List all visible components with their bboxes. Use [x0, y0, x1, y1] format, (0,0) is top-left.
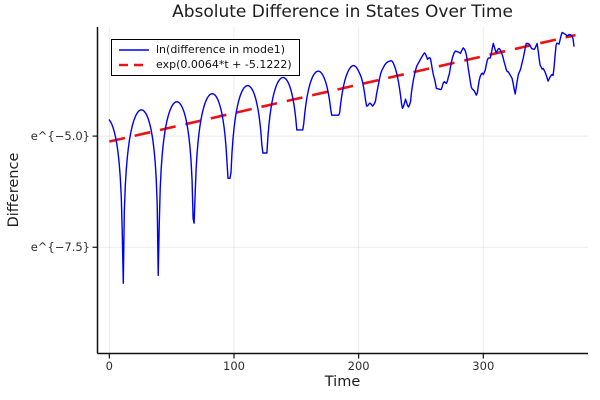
chart-title: Absolute Difference in States Over Time	[172, 2, 513, 22]
x-tick-label: 300	[472, 359, 495, 373]
legend-label: exp(0.0064*t + -5.1222)	[156, 58, 292, 71]
ln-difference-series-path	[108, 31, 575, 284]
x-axis-label: Time	[324, 374, 361, 390]
x-tick-label: 0	[105, 359, 113, 373]
x-tick-label: 100	[223, 359, 245, 373]
legend-label: ln(difference in mode1)	[156, 43, 286, 56]
legend: ln(difference in mode1) exp(0.0064*t + -…	[111, 39, 300, 76]
y-tick-label: e^{−7.5}	[30, 240, 90, 255]
x-tick-label: 200	[347, 359, 370, 373]
y-tick-label: e^{−5.0}	[30, 129, 90, 144]
legend-entry-ln-difference: ln(difference in mode1)	[117, 42, 292, 57]
legend-entry-exp-fit: exp(0.0064*t + -5.1222)	[117, 57, 292, 72]
legend-line-sample-dashed	[119, 63, 149, 66]
legend-line-sample-solid	[119, 48, 149, 51]
y-axis-label: Difference	[6, 152, 22, 228]
